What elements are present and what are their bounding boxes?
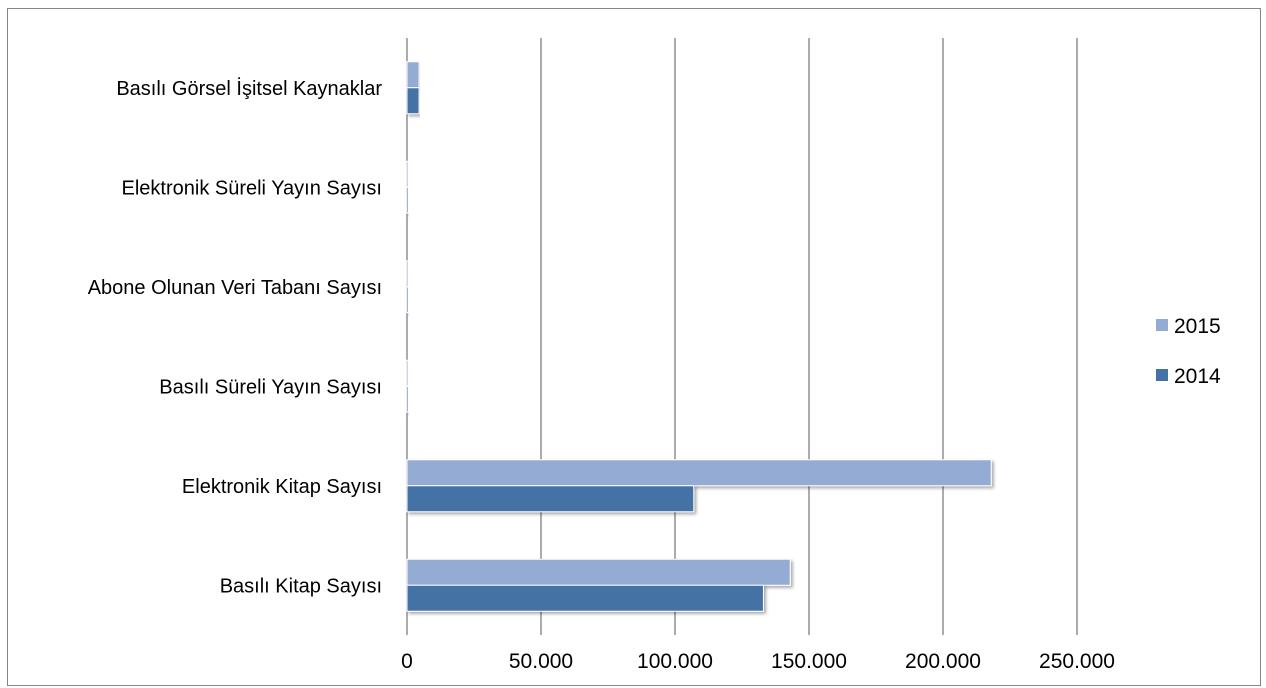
bar-2015-3 bbox=[406, 260, 409, 288]
x-tick-label-4: 200.000 bbox=[905, 650, 981, 673]
gridlines bbox=[406, 38, 1078, 635]
bar-2014-3 bbox=[406, 286, 409, 314]
category-label-2: Basılı Süreli Yayın Sayısı bbox=[159, 376, 382, 398]
bar-2015-5 bbox=[406, 61, 420, 89]
bar-2015-4 bbox=[406, 160, 409, 188]
bar-2014-4 bbox=[406, 186, 409, 214]
x-tick-label-3: 150.000 bbox=[771, 650, 847, 673]
legend-label-2014: 2014 bbox=[1174, 365, 1221, 388]
bar-2015-2 bbox=[406, 359, 409, 387]
bar-2015-0 bbox=[406, 558, 791, 586]
bar-2014-0 bbox=[406, 584, 764, 612]
bar-2014-5 bbox=[406, 87, 420, 115]
x-tick-label-1: 50.000 bbox=[509, 650, 573, 673]
bar-2014-1 bbox=[406, 485, 695, 513]
x-tick-label-5: 250.000 bbox=[1039, 650, 1115, 673]
legend-swatch-2014 bbox=[1156, 369, 1168, 381]
bar-2015-1 bbox=[406, 459, 992, 487]
category-label-0: Basılı Kitap Sayısı bbox=[220, 575, 382, 597]
category-label-4: Elektronik Süreli Yayın Sayısı bbox=[122, 177, 383, 199]
bars bbox=[406, 61, 992, 612]
category-label-5: Basılı Görsel İşitsel Kaynaklar bbox=[116, 77, 382, 100]
category-label-3: Abone Olunan Veri Tabanı Sayısı bbox=[88, 277, 382, 299]
x-axis-tick-labels: 0 50.000 100.000 150.000 200.000 250.000 bbox=[401, 650, 1115, 673]
category-label-1: Elektronik Kitap Sayısı bbox=[182, 476, 382, 498]
x-tick-label-0: 0 bbox=[401, 650, 413, 673]
legend-swatch-2015 bbox=[1156, 319, 1168, 331]
legend-label-2015: 2015 bbox=[1174, 315, 1221, 338]
bar-2014-2 bbox=[406, 385, 409, 413]
y-axis-category-labels: Basılı Kitap Sayısı Elektronik Kitap Sayı… bbox=[88, 77, 383, 598]
legend: 2015 2014 bbox=[1156, 315, 1221, 388]
x-tick-label-2: 100.000 bbox=[637, 650, 713, 673]
